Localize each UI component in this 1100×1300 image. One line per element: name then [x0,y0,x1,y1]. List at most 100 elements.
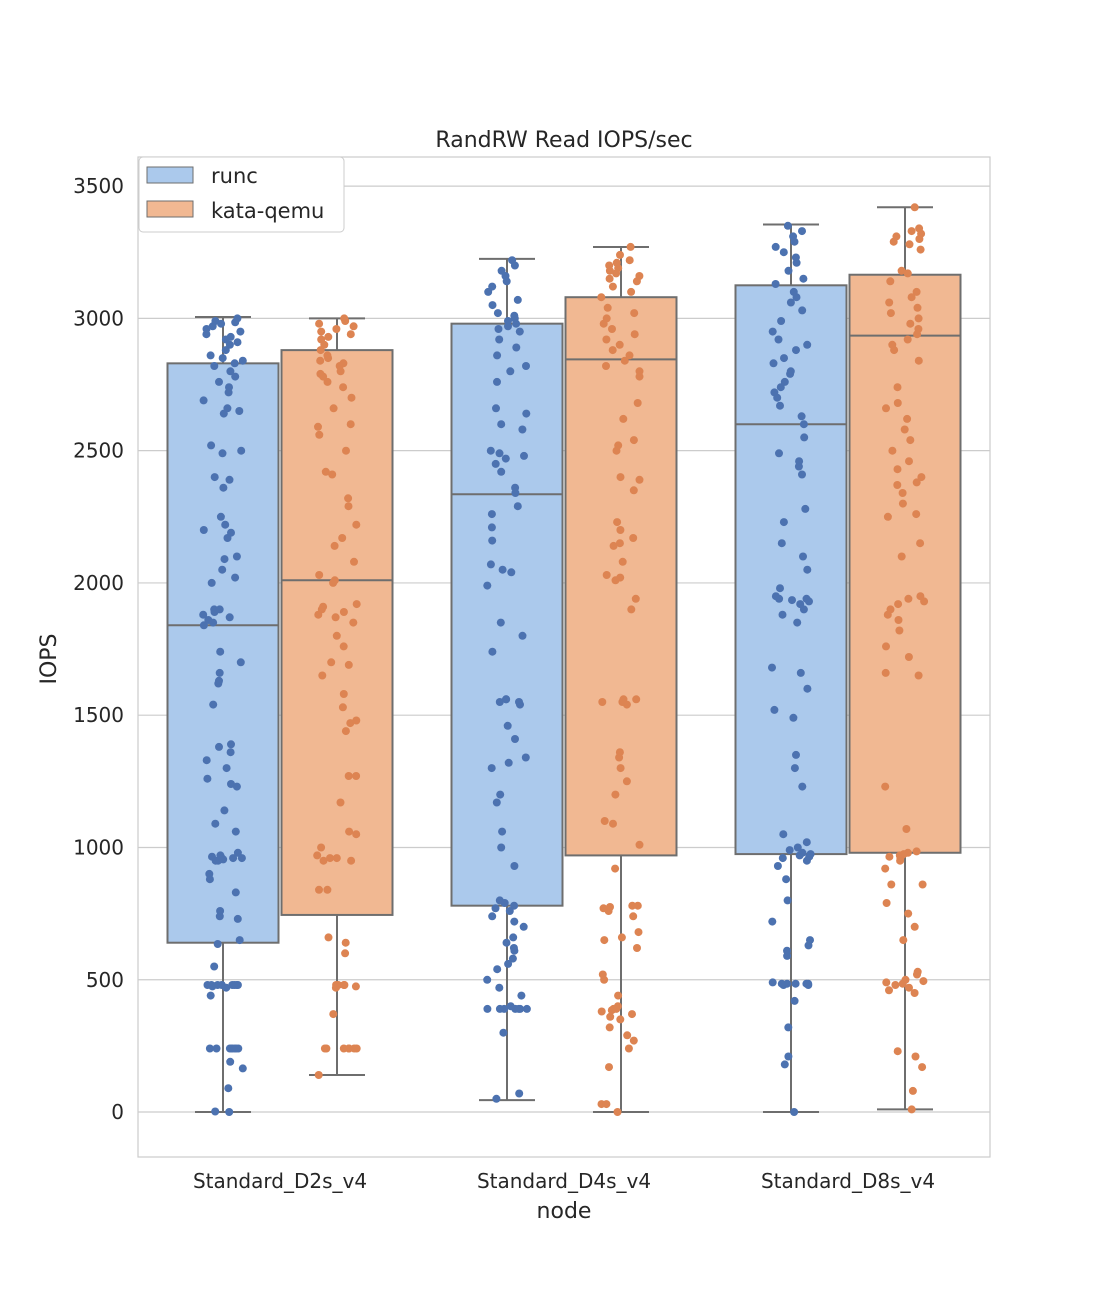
y-tick-label: 3000 [73,306,124,330]
data-point-runc [215,742,223,751]
data-point-kata-qemu [314,1071,323,1079]
data-point-runc [773,862,782,870]
data-point-runc [778,610,787,619]
data-point-runc [789,232,798,241]
data-point-runc [777,539,786,548]
data-point-runc [502,938,511,947]
data-point-kata-qemu [625,256,634,265]
data-point-runc [802,979,811,988]
data-point-runc [522,1004,531,1013]
data-point-runc [238,1064,247,1073]
data-point-runc [493,377,501,386]
data-point-runc [770,705,779,714]
data-point-runc [210,605,219,614]
data-point-runc [789,287,798,296]
data-point-runc [220,555,229,564]
data-point-kata-qemu [907,227,916,236]
data-point-kata-qemu [616,250,624,259]
data-point-kata-qemu [899,936,908,945]
data-point-kata-qemu [883,512,892,521]
data-point-runc [236,658,245,667]
data-point-runc [799,420,808,429]
data-point-runc [779,830,788,839]
data-point-kata-qemu [625,351,634,360]
data-point-kata-qemu [914,356,923,365]
data-point-kata-qemu [602,335,611,344]
data-point-runc [806,850,815,859]
data-point-runc [791,253,800,262]
data-point-kata-qemu [918,880,927,889]
data-point-runc [798,782,807,791]
data-point-runc [488,282,497,291]
data-point-runc [231,372,240,381]
data-point-runc [488,301,497,310]
data-point-runc [510,311,519,320]
data-point-kata-qemu [914,314,923,323]
data-point-kata-qemu [631,594,640,603]
data-point-runc [209,700,218,709]
box-runc-2 [734,223,848,1114]
data-point-runc [213,940,222,948]
box-kata-qemu-2 [848,206,962,1111]
data-point-kata-qemu [900,425,909,434]
data-point-kata-qemu [626,242,635,251]
data-point-runc [492,798,501,807]
data-point-kata-qemu [344,494,353,503]
data-point-runc [798,306,807,315]
data-point-kata-qemu [602,362,610,370]
data-point-runc [795,457,804,466]
data-point-kata-qemu [313,851,322,860]
data-point-runc [506,1002,515,1011]
data-point-kata-qemu [614,441,623,450]
data-point-kata-qemu [630,330,639,339]
data-point-kata-qemu [350,1044,359,1053]
data-point-runc [785,846,794,855]
data-point-runc [786,298,795,307]
data-point-kata-qemu [600,817,609,825]
data-point-kata-qemu [894,600,903,609]
data-point-kata-qemu [910,203,919,212]
data-point-runc [771,592,780,601]
data-point-runc [199,610,208,619]
data-point-kata-qemu [340,981,349,989]
data-point-kata-qemu [605,261,614,270]
data-point-kata-qemu [919,977,928,986]
data-point-kata-qemu [616,1015,625,1024]
data-point-kata-qemu [913,303,922,312]
y-axis-label: IOPS [37,633,62,684]
data-point-kata-qemu [616,526,625,534]
data-point-runc [788,596,796,605]
data-point-kata-qemu [600,936,609,945]
data-point-runc [487,764,496,773]
data-point-kata-qemu [906,436,915,445]
data-point-kata-qemu [881,782,890,791]
data-point-runc [793,843,802,852]
data-point-runc [210,362,219,370]
data-point-kata-qemu [319,856,328,865]
data-point-runc [483,581,492,590]
data-point-runc [225,613,234,622]
data-point-kata-qemu [881,668,890,677]
data-point-runc [511,735,519,743]
data-point-kata-qemu [885,298,894,307]
data-point-kata-qemu [339,383,348,392]
data-point-kata-qemu [339,608,348,616]
data-point-runc [776,584,784,593]
data-point-runc [218,354,227,363]
data-point-kata-qemu [344,660,353,669]
data-point-kata-qemu [605,1023,614,1032]
data-point-kata-qemu [349,618,358,627]
data-point-kata-qemu [339,1044,348,1053]
data-point-kata-qemu [316,369,325,378]
data-point-kata-qemu [341,727,350,736]
data-point-runc [779,518,788,527]
data-point-kata-qemu [321,467,330,476]
data-point-kata-qemu [628,901,637,910]
data-point-runc [233,338,242,347]
data-point-runc [793,618,802,627]
data-point-runc [803,684,812,693]
data-point-kata-qemu [332,325,341,333]
data-point-runc [512,343,521,352]
data-point-runc [227,780,235,788]
data-point-kata-qemu [598,970,607,979]
